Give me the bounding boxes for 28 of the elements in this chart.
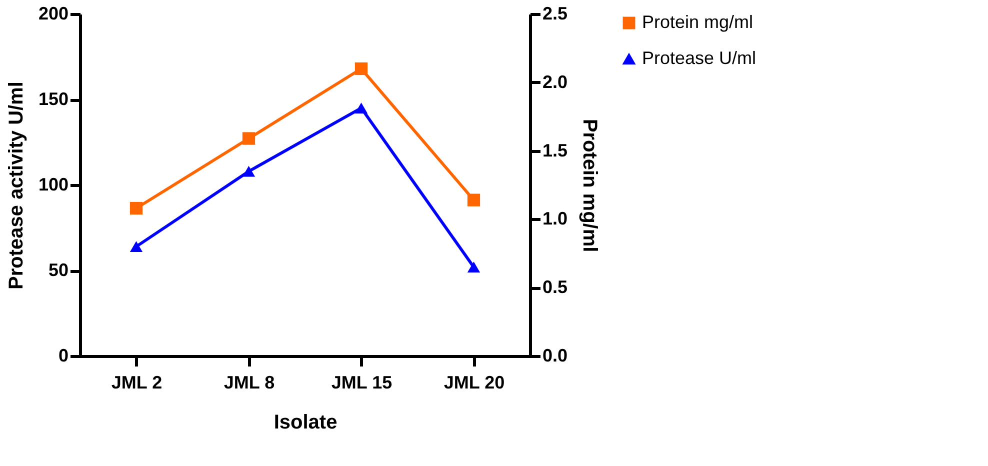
y-axis-title: Protease activity U/ml — [5, 82, 28, 290]
y-tick-label: 0 — [58, 346, 68, 366]
y-tick-label: 50 — [48, 260, 68, 280]
point — [242, 132, 256, 145]
point — [130, 241, 143, 252]
y2-tick-label: 1.5 — [542, 140, 568, 160]
point — [354, 102, 368, 114]
y2-tick-label: 0.0 — [542, 346, 568, 366]
point — [467, 262, 480, 273]
y2-tick-label: 1.0 — [542, 208, 568, 229]
point — [354, 62, 368, 76]
point — [130, 202, 143, 215]
legend-label: Protease U/ml — [642, 48, 756, 68]
x-axis-title: Isolate — [274, 412, 338, 434]
y-tick-label: 150 — [38, 89, 68, 109]
point — [242, 166, 256, 177]
y-tick-label: 100 — [38, 174, 68, 194]
x-tick-label: JML 15 — [331, 372, 392, 392]
y2-tick-label: 2.0 — [542, 72, 568, 92]
legend-label: Protein mg/ml — [642, 12, 754, 32]
y2-tick-label: 0.5 — [542, 277, 568, 298]
y2-axis-title: Protein mg/ml — [578, 118, 601, 252]
x-tick-label: JML 2 — [111, 372, 162, 392]
x-tick-label: JML 20 — [444, 372, 505, 392]
x-tick-label: JML 8 — [224, 372, 275, 392]
y-tick-label: 200 — [38, 4, 68, 24]
point — [467, 194, 480, 206]
y2-tick-label: 2.5 — [542, 4, 568, 24]
